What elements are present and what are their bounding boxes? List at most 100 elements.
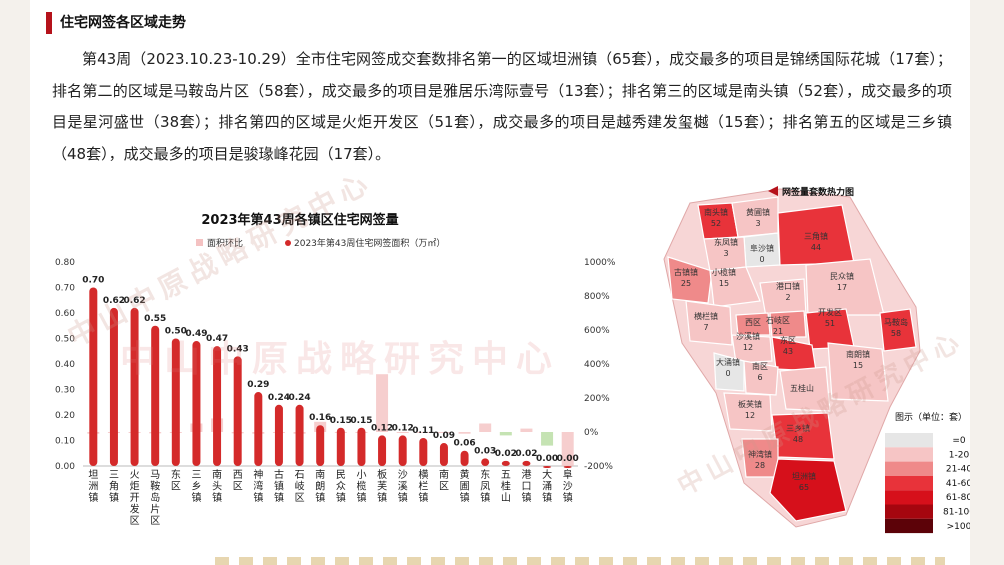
data-label: 0.15 bbox=[350, 416, 372, 426]
data-label: 0.43 bbox=[227, 344, 249, 354]
map-legend-swatch bbox=[885, 461, 933, 476]
area-bar bbox=[151, 325, 160, 466]
map-legend-label: 81-100 bbox=[943, 508, 970, 518]
heat-map: 南头镇 52 黄圃镇 3 阜沙镇 0 东凤镇 3 三角镇 44 古镇镇 25 小榄镇 15 港口镇 2 民众镇 1… bbox=[663, 186, 970, 534]
map-region-value: 0 bbox=[759, 255, 764, 264]
left-axis-tick: 0.40 bbox=[55, 360, 75, 370]
mom-bar bbox=[458, 432, 471, 434]
map-region-name: 古镇镇 bbox=[674, 267, 698, 277]
map-region-name: 三乡镇 bbox=[786, 423, 810, 433]
category-label: 港口镇 bbox=[521, 469, 531, 504]
map-region-name: 马鞍岛 bbox=[884, 317, 908, 327]
map-region-value: 28 bbox=[755, 461, 765, 470]
map-region bbox=[731, 196, 779, 238]
map-region-name: 五桂山 bbox=[790, 383, 814, 393]
mom-bar bbox=[396, 432, 409, 433]
map-legend-label: 61-80 bbox=[946, 493, 970, 503]
area-bar bbox=[419, 437, 428, 466]
legend-label-mom: 面积环比 bbox=[207, 237, 243, 249]
area-bar bbox=[522, 460, 531, 466]
data-label: 0.03 bbox=[474, 446, 496, 456]
area-bar bbox=[336, 427, 345, 466]
map-region-name: 石岐区 bbox=[766, 315, 790, 325]
category-label: 神湾镇 bbox=[253, 468, 263, 504]
area-bar bbox=[295, 404, 304, 466]
area-bar bbox=[357, 427, 366, 466]
map-region-name: 港口镇 bbox=[776, 281, 800, 291]
area-bar bbox=[213, 346, 222, 466]
mom-bar bbox=[437, 432, 450, 433]
map-legend-label: =0 bbox=[952, 436, 966, 446]
map-region-name: 民众镇 bbox=[830, 271, 854, 281]
legend-swatch-mom bbox=[196, 239, 203, 246]
map-region bbox=[667, 256, 713, 304]
mom-bar bbox=[376, 374, 389, 432]
left-axis-tick: 0.50 bbox=[55, 335, 75, 345]
area-bar bbox=[192, 341, 201, 466]
map-region-value: 15 bbox=[719, 279, 729, 288]
map-region bbox=[731, 334, 773, 364]
map-legend-label: 41-60 bbox=[946, 479, 970, 489]
report-page: 住宅网签各区域走势 第43周（2023.10.23-10.29）全市住宅网签成交… bbox=[30, 0, 970, 565]
title-accent-bar bbox=[46, 12, 52, 34]
data-label: 0.06 bbox=[453, 439, 475, 449]
map-region-value: 17 bbox=[837, 283, 847, 292]
mom-bar bbox=[520, 428, 533, 432]
mom-bar bbox=[479, 423, 492, 432]
category-label: 大涌镇 bbox=[542, 468, 552, 504]
category-label: 阜沙镇 bbox=[563, 468, 573, 504]
category-label: 马鞍岛片区 bbox=[150, 469, 160, 527]
data-label: 0.16 bbox=[309, 413, 331, 423]
data-label: 0.24 bbox=[268, 393, 290, 403]
map-region-value: 43 bbox=[783, 347, 793, 356]
map-region bbox=[769, 310, 807, 338]
map-region bbox=[709, 266, 761, 308]
left-axis-tick: 0.20 bbox=[55, 411, 75, 421]
map-region-value: 7 bbox=[703, 323, 708, 332]
map-region-value: 12 bbox=[745, 411, 755, 420]
right-axis-tick: -200% bbox=[584, 462, 613, 472]
mom-bar bbox=[561, 432, 574, 466]
map-region-name: 南朗镇 bbox=[846, 349, 870, 359]
map-region bbox=[735, 312, 771, 336]
map-region-name: 神湾镇 bbox=[748, 449, 772, 459]
map-region bbox=[769, 458, 847, 522]
legend-swatch-area bbox=[285, 240, 291, 246]
right-axis-tick: 400% bbox=[584, 360, 610, 370]
area-bar bbox=[481, 458, 490, 466]
data-label: 0.11 bbox=[412, 426, 434, 436]
map-region bbox=[879, 308, 917, 352]
category-label: 火炬开发区 bbox=[130, 469, 140, 527]
category-label: 沙溪镇 bbox=[398, 469, 408, 504]
map-legend-swatch bbox=[885, 475, 933, 491]
mom-bar bbox=[417, 432, 430, 433]
category-label: 板芙镇 bbox=[377, 468, 387, 504]
map-region-value: 15 bbox=[853, 361, 863, 370]
map-title-arrow-icon bbox=[768, 186, 778, 196]
map-region-value: 65 bbox=[799, 483, 809, 492]
data-label: 0.12 bbox=[371, 423, 393, 433]
map-legend-label: >100 bbox=[947, 522, 970, 532]
map-region bbox=[723, 392, 773, 432]
map-region-value: 3 bbox=[723, 249, 728, 258]
data-label: 0.15 bbox=[330, 416, 352, 426]
area-bar bbox=[171, 338, 180, 466]
summary-paragraph: 第43周（2023.10.23-10.29）全市住宅网签成交套数排名第一的区域坦… bbox=[52, 50, 952, 163]
map-region-value: 48 bbox=[793, 435, 803, 444]
right-axis-tick: 1000% bbox=[584, 258, 616, 268]
map-region-name: 板芙镇 bbox=[738, 399, 762, 409]
category-label: 小榄镇 bbox=[356, 469, 366, 504]
category-label: 西区 bbox=[233, 470, 243, 493]
data-label: 0.02 bbox=[515, 449, 537, 459]
map-region bbox=[827, 342, 889, 402]
map-region-value: 44 bbox=[811, 243, 821, 252]
map-legend-swatch bbox=[885, 504, 933, 519]
data-label: 0.62 bbox=[123, 296, 145, 306]
data-label: 0.62 bbox=[103, 296, 125, 306]
category-label: 古镇镇 bbox=[274, 468, 284, 504]
map-region-name: 东区 bbox=[780, 335, 796, 345]
mom-bar bbox=[499, 432, 512, 436]
right-axis-tick: 800% bbox=[584, 292, 610, 302]
map-region-value: 21 bbox=[773, 327, 783, 336]
